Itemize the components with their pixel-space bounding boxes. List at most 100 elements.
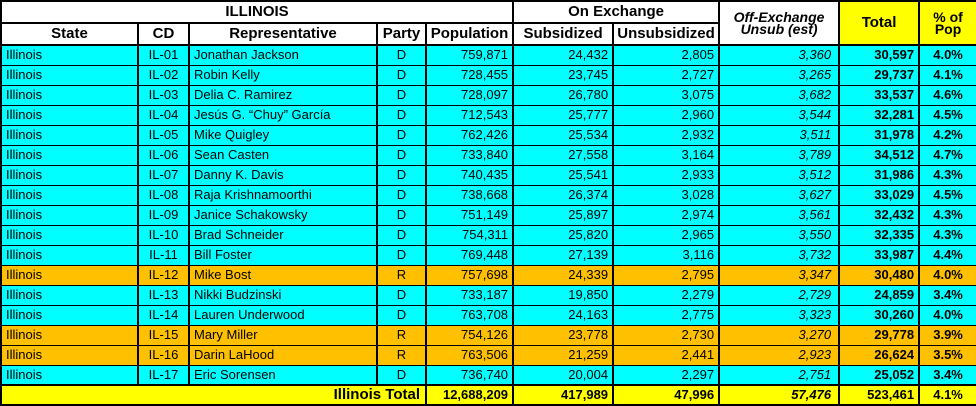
cell-total[interactable]: 32,335 [838, 224, 921, 246]
cell-pct-of-pop[interactable]: 4.2% [918, 124, 976, 146]
cell-representative[interactable]: Nikki Budzinski [188, 284, 378, 306]
representative-column-header[interactable]: Representative [188, 22, 378, 46]
cell-population[interactable]: 769,448 [424, 244, 515, 266]
cell-state[interactable]: Illinois [0, 64, 139, 86]
cell-state[interactable]: Illinois [0, 244, 139, 266]
cell-cd[interactable]: IL-01 [137, 44, 190, 66]
cell-pct-of-pop[interactable]: 4.4% [918, 244, 976, 266]
cell-party[interactable]: R [376, 324, 427, 346]
cell-cd[interactable]: IL-06 [137, 144, 190, 166]
cell-state[interactable]: Illinois [0, 204, 139, 226]
cell-subsidized[interactable]: 25,820 [512, 224, 615, 246]
cell-total[interactable]: 29,737 [838, 64, 921, 86]
cell-cd[interactable]: IL-03 [137, 84, 190, 106]
cell-unsubsidized[interactable]: 3,075 [612, 84, 721, 106]
cell-population[interactable]: 757,698 [424, 264, 515, 286]
cell-state[interactable]: Illinois [0, 304, 139, 326]
cell-state[interactable]: Illinois [0, 164, 139, 186]
cell-unsubsidized[interactable]: 2,960 [612, 104, 721, 126]
cell-pct-of-pop[interactable]: 4.0% [918, 304, 976, 326]
cell-population[interactable]: 728,097 [424, 84, 515, 106]
cell-subsidized[interactable]: 26,780 [512, 84, 615, 106]
total-pct-of-pop[interactable]: 4.1% [918, 384, 976, 406]
cell-pct-of-pop[interactable]: 3.4% [918, 284, 976, 306]
cell-unsubsidized[interactable]: 2,805 [612, 44, 721, 66]
cell-subsidized[interactable]: 24,163 [512, 304, 615, 326]
cell-subsidized[interactable]: 25,541 [512, 164, 615, 186]
state-title-header[interactable]: ILLINOIS [0, 0, 515, 24]
cell-pct-of-pop[interactable]: 4.0% [918, 44, 976, 66]
cell-pct-of-pop[interactable]: 3.9% [918, 324, 976, 346]
pct-of-pop-header[interactable]: % of Pop [918, 0, 976, 46]
cell-population[interactable]: 733,187 [424, 284, 515, 306]
cell-cd[interactable]: IL-07 [137, 164, 190, 186]
total-header[interactable]: Total [838, 0, 921, 46]
cell-subsidized[interactable]: 21,259 [512, 344, 615, 366]
cell-population[interactable]: 736,740 [424, 364, 515, 386]
party-column-header[interactable]: Party [376, 22, 427, 46]
cell-representative[interactable]: Raja Krishnamoorthi [188, 184, 378, 206]
cell-subsidized[interactable]: 26,374 [512, 184, 615, 206]
cell-unsubsidized[interactable]: 2,795 [612, 264, 721, 286]
cell-cd[interactable]: IL-04 [137, 104, 190, 126]
cell-party[interactable]: D [376, 304, 427, 326]
cell-unsubsidized[interactable]: 2,974 [612, 204, 721, 226]
cell-party[interactable]: D [376, 164, 427, 186]
cell-cd[interactable]: IL-15 [137, 324, 190, 346]
cell-subsidized[interactable]: 27,139 [512, 244, 615, 266]
cell-state[interactable]: Illinois [0, 264, 139, 286]
cell-party[interactable]: D [376, 84, 427, 106]
cell-subsidized[interactable]: 25,534 [512, 124, 615, 146]
cell-subsidized[interactable]: 19,850 [512, 284, 615, 306]
cell-state[interactable]: Illinois [0, 224, 139, 246]
cell-population[interactable]: 712,543 [424, 104, 515, 126]
cell-subsidized[interactable]: 25,777 [512, 104, 615, 126]
cell-unsubsidized[interactable]: 2,730 [612, 324, 721, 346]
cell-representative[interactable]: Mike Bost [188, 264, 378, 286]
cell-representative[interactable]: Sean Casten [188, 144, 378, 166]
off-exchange-header[interactable]: Off-Exchange Unsub (est) [718, 0, 841, 46]
cell-party[interactable]: D [376, 224, 427, 246]
cell-party[interactable]: D [376, 124, 427, 146]
cell-unsubsidized[interactable]: 3,164 [612, 144, 721, 166]
cell-subsidized[interactable]: 24,339 [512, 264, 615, 286]
total-total[interactable]: 523,461 [838, 384, 921, 406]
cell-off-exchange[interactable]: 2,923 [718, 344, 841, 366]
cell-off-exchange[interactable]: 3,682 [718, 84, 841, 106]
cell-total[interactable]: 31,978 [838, 124, 921, 146]
cell-cd[interactable]: IL-16 [137, 344, 190, 366]
cell-off-exchange[interactable]: 3,360 [718, 44, 841, 66]
cell-cd[interactable]: IL-08 [137, 184, 190, 206]
cell-unsubsidized[interactable]: 2,279 [612, 284, 721, 306]
total-subsidized[interactable]: 417,989 [512, 384, 615, 406]
cell-off-exchange[interactable]: 3,512 [718, 164, 841, 186]
cell-off-exchange[interactable]: 3,544 [718, 104, 841, 126]
cell-cd[interactable]: IL-02 [137, 64, 190, 86]
cell-pct-of-pop[interactable]: 4.3% [918, 164, 976, 186]
cell-pct-of-pop[interactable]: 4.5% [918, 104, 976, 126]
cell-party[interactable]: D [376, 284, 427, 306]
cell-population[interactable]: 759,871 [424, 44, 515, 66]
cell-off-exchange[interactable]: 3,789 [718, 144, 841, 166]
total-unsubsidized[interactable]: 47,996 [612, 384, 721, 406]
cell-population[interactable]: 762,426 [424, 124, 515, 146]
cell-unsubsidized[interactable]: 2,441 [612, 344, 721, 366]
cell-off-exchange[interactable]: 2,751 [718, 364, 841, 386]
cell-state[interactable]: Illinois [0, 344, 139, 366]
cell-representative[interactable]: Danny K. Davis [188, 164, 378, 186]
cell-off-exchange[interactable]: 3,265 [718, 64, 841, 86]
cell-state[interactable]: Illinois [0, 104, 139, 126]
cell-pct-of-pop[interactable]: 4.0% [918, 264, 976, 286]
cell-representative[interactable]: Delia C. Ramirez [188, 84, 378, 106]
on-exchange-group-header[interactable]: On Exchange [512, 0, 721, 24]
cell-cd[interactable]: IL-11 [137, 244, 190, 266]
cell-population[interactable]: 751,149 [424, 204, 515, 226]
cell-cd[interactable]: IL-10 [137, 224, 190, 246]
cell-unsubsidized[interactable]: 2,933 [612, 164, 721, 186]
cell-subsidized[interactable]: 20,004 [512, 364, 615, 386]
cell-cd[interactable]: IL-17 [137, 364, 190, 386]
cell-pct-of-pop[interactable]: 4.3% [918, 204, 976, 226]
cell-population[interactable]: 763,506 [424, 344, 515, 366]
cell-pct-of-pop[interactable]: 3.5% [918, 344, 976, 366]
cell-cd[interactable]: IL-13 [137, 284, 190, 306]
